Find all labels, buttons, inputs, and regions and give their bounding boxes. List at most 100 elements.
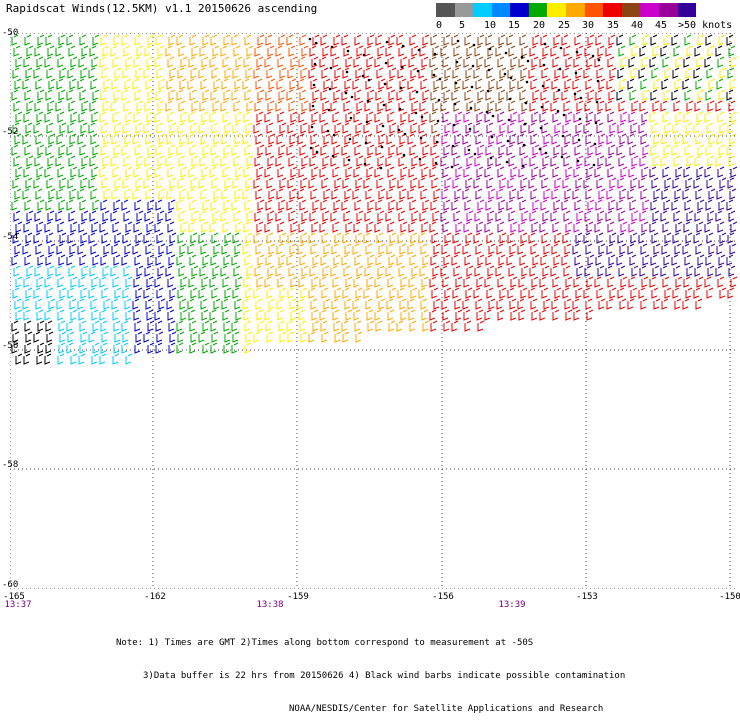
wind-barb [719,122,727,134]
wind-barb [332,111,340,123]
wind-barb [178,45,186,57]
wind-barb [631,100,639,112]
wind-barb [256,221,264,233]
wind-barb [543,78,551,90]
wind-barb [288,210,296,222]
contamination-dot [397,128,401,132]
wind-barb [133,221,141,233]
wind-barb [707,210,715,222]
wind-barb [617,122,625,134]
wind-barb [169,177,177,189]
wind-barb [134,254,142,266]
wind-barb [684,199,692,211]
contamination-dot [596,79,600,83]
wind-barb [299,254,307,266]
wind-barb [277,166,285,178]
wind-barb [396,144,404,156]
wind-barb [243,111,251,123]
wind-barb [583,122,591,134]
legend-tick-4: 20 [533,20,546,31]
wind-barb [44,221,52,233]
wind-barb [264,166,272,178]
contamination-dot [503,72,507,76]
wind-barb [287,232,295,244]
wind-barb [463,276,471,288]
wind-barb [254,210,262,222]
wind-barb [465,177,473,189]
wind-barb [639,265,647,277]
wind-barb [583,232,591,244]
wind-barb [631,210,639,222]
wind-barb [686,100,694,112]
wind-barb [474,155,482,167]
wind-barb [123,155,131,167]
wind-barb [707,100,715,112]
wind-barb [451,254,459,266]
wind-barb [422,34,430,46]
wind-barb [244,34,252,46]
wind-barb [606,298,614,310]
wind-barb [554,287,562,299]
wind-barb [695,188,703,200]
wind-barb [662,56,670,68]
wind-barb [660,265,668,277]
wind-barb [407,78,415,90]
wind-barb [453,210,461,222]
wind-barb [332,56,340,68]
wind-barb [345,309,353,321]
wind-barb [498,34,506,46]
wind-barb [616,199,624,211]
wind-barb [397,232,405,244]
wind-barb [495,100,503,112]
wind-barb [311,111,319,123]
wind-barb [619,133,627,145]
wind-barb [91,221,99,233]
wind-barb [487,100,495,112]
wind-barb [389,122,397,134]
wind-barb [244,144,252,156]
contamination-dot [559,46,563,50]
wind-barb [267,155,275,167]
wind-barb [221,133,229,145]
wind-barb [496,188,504,200]
wind-barb [290,166,298,178]
wind-barb [563,45,571,57]
wind-barb [366,56,374,68]
wind-barb [594,276,602,288]
wind-barb [15,166,23,178]
wind-barb [397,67,405,79]
wind-barb [631,45,639,57]
wind-barb [90,298,98,310]
wind-barb [100,144,108,156]
wind-barb [69,298,77,310]
wind-barb [222,111,230,123]
wind-barb [663,89,671,101]
wind-barb [464,89,472,101]
wind-barb [442,166,450,178]
wind-barb [146,221,154,233]
wind-barb [607,56,615,68]
wind-barb [550,45,558,57]
wind-barb [400,56,408,68]
wind-barb [210,34,218,46]
wind-barb [202,199,210,211]
wind-barb [697,254,705,266]
wind-barb [660,100,668,112]
wind-barb [154,56,162,68]
wind-barb [399,78,407,90]
contamination-dot [561,134,565,138]
wind-barb [224,331,232,343]
wind-barb [136,45,144,57]
wind-barb [222,166,230,178]
wind-barb [310,298,318,310]
contamination-dot [329,66,333,70]
wind-barb [641,111,649,123]
wind-barb [331,188,339,200]
contamination-dot [345,70,349,74]
contamination-dot [415,90,419,94]
wind-barb [388,34,396,46]
contamination-dot [543,42,547,46]
contamination-dot [366,99,370,103]
wind-barb [664,67,672,79]
wind-barb [13,265,21,277]
